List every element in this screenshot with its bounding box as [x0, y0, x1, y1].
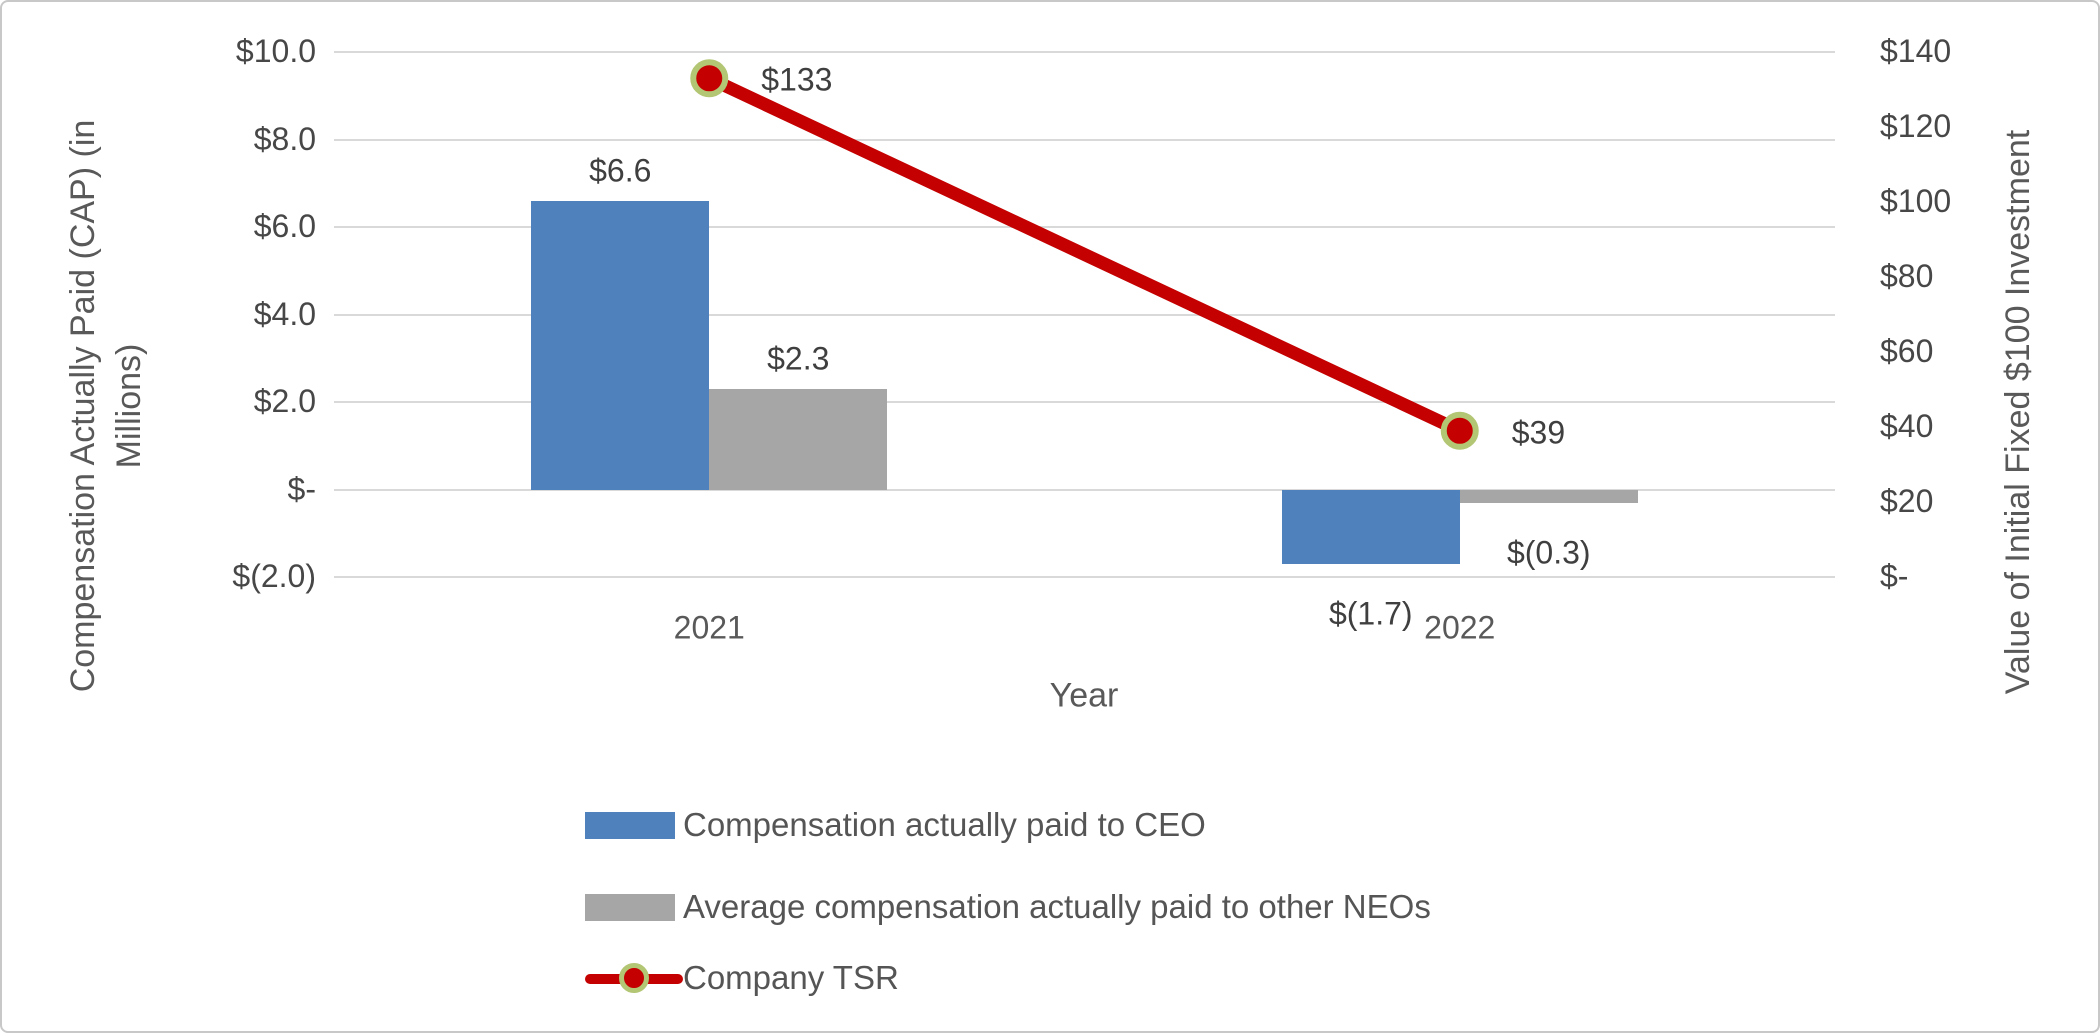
gridline: [334, 138, 1835, 141]
bar-data-label: $6.6: [589, 152, 652, 189]
left-axis-title: Compensation Actually Paid (CAP) (in Mil…: [60, 26, 152, 786]
gridline: [334, 488, 1835, 491]
right-axis-tick-label: $-: [1880, 557, 1909, 594]
gridline: [334, 226, 1835, 228]
legend-item-tsr: Company TSR: [585, 958, 899, 998]
left-axis-tick-label: $2.0: [253, 382, 316, 419]
tsr-data-label: $39: [1511, 414, 1566, 451]
legend-item-ceo: Compensation actually paid to CEO: [585, 805, 1206, 845]
legend-label: Compensation actually paid to CEO: [683, 806, 1206, 843]
gridline: [334, 51, 1835, 53]
left-axis-tick-label: $(2.0): [232, 557, 316, 594]
right-axis-tick-label: $40: [1880, 407, 1934, 444]
gridline: [334, 313, 1835, 316]
bar-data-label: $(1.7): [1328, 595, 1413, 632]
legend-swatch-neos-bar: [585, 893, 675, 921]
legend-label: Average compensation actually paid to ot…: [683, 888, 1431, 925]
legend-label: Company TSR: [683, 959, 899, 996]
legend-swatch-ceo-bar: [585, 811, 675, 839]
tsr-marker-2021: [690, 59, 729, 98]
bar-ceo-2021: [531, 200, 710, 490]
bar-ceo-2022: [1281, 489, 1460, 564]
tsr-marker-2022: [1440, 411, 1479, 450]
gridline: [334, 576, 1835, 578]
right-axis-tick-label: $100: [1880, 182, 1952, 219]
left-axis-tick-label: $-: [287, 470, 316, 507]
gridline: [334, 401, 1835, 403]
left-axis-title-line1: Compensation Actually Paid (CAP) (in: [64, 119, 102, 693]
right-axis-title: Value of Initial Fixed $100 Investment: [1999, 129, 2037, 695]
left-axis-title-line2: Millions): [110, 343, 148, 469]
left-axis-tick-label: $4.0: [253, 295, 316, 332]
left-axis-tick-label: $10.0: [235, 32, 316, 69]
tsr-line: [702, 71, 1467, 438]
right-axis-tick-label: $140: [1880, 32, 1952, 69]
tsr-data-label: $133: [761, 61, 833, 98]
legend-item-neos: Average compensation actually paid to ot…: [585, 887, 1431, 927]
right-axis-tick-label: $80: [1880, 257, 1934, 294]
right-axis-tick-label: $120: [1880, 107, 1952, 144]
right-axis-tick-label: $60: [1880, 332, 1934, 369]
bar-neos-2021: [709, 388, 888, 490]
legend-tsr-marker-dot: [619, 963, 649, 993]
bar-data-label: $(0.3): [1506, 534, 1591, 571]
x-axis-title: Year: [1049, 676, 1119, 715]
right-axis-tick-label: $20: [1880, 482, 1934, 519]
left-axis-tick-label: $6.0: [253, 207, 316, 244]
legend-swatch-tsr-line: [585, 963, 683, 993]
bar-data-label: $2.3: [767, 340, 830, 377]
left-axis-tick-label: $8.0: [253, 120, 316, 157]
x-axis-category-label: 2021: [673, 609, 745, 646]
bar-neos-2022: [1459, 489, 1638, 503]
x-axis-category-label: 2022: [1424, 609, 1496, 646]
